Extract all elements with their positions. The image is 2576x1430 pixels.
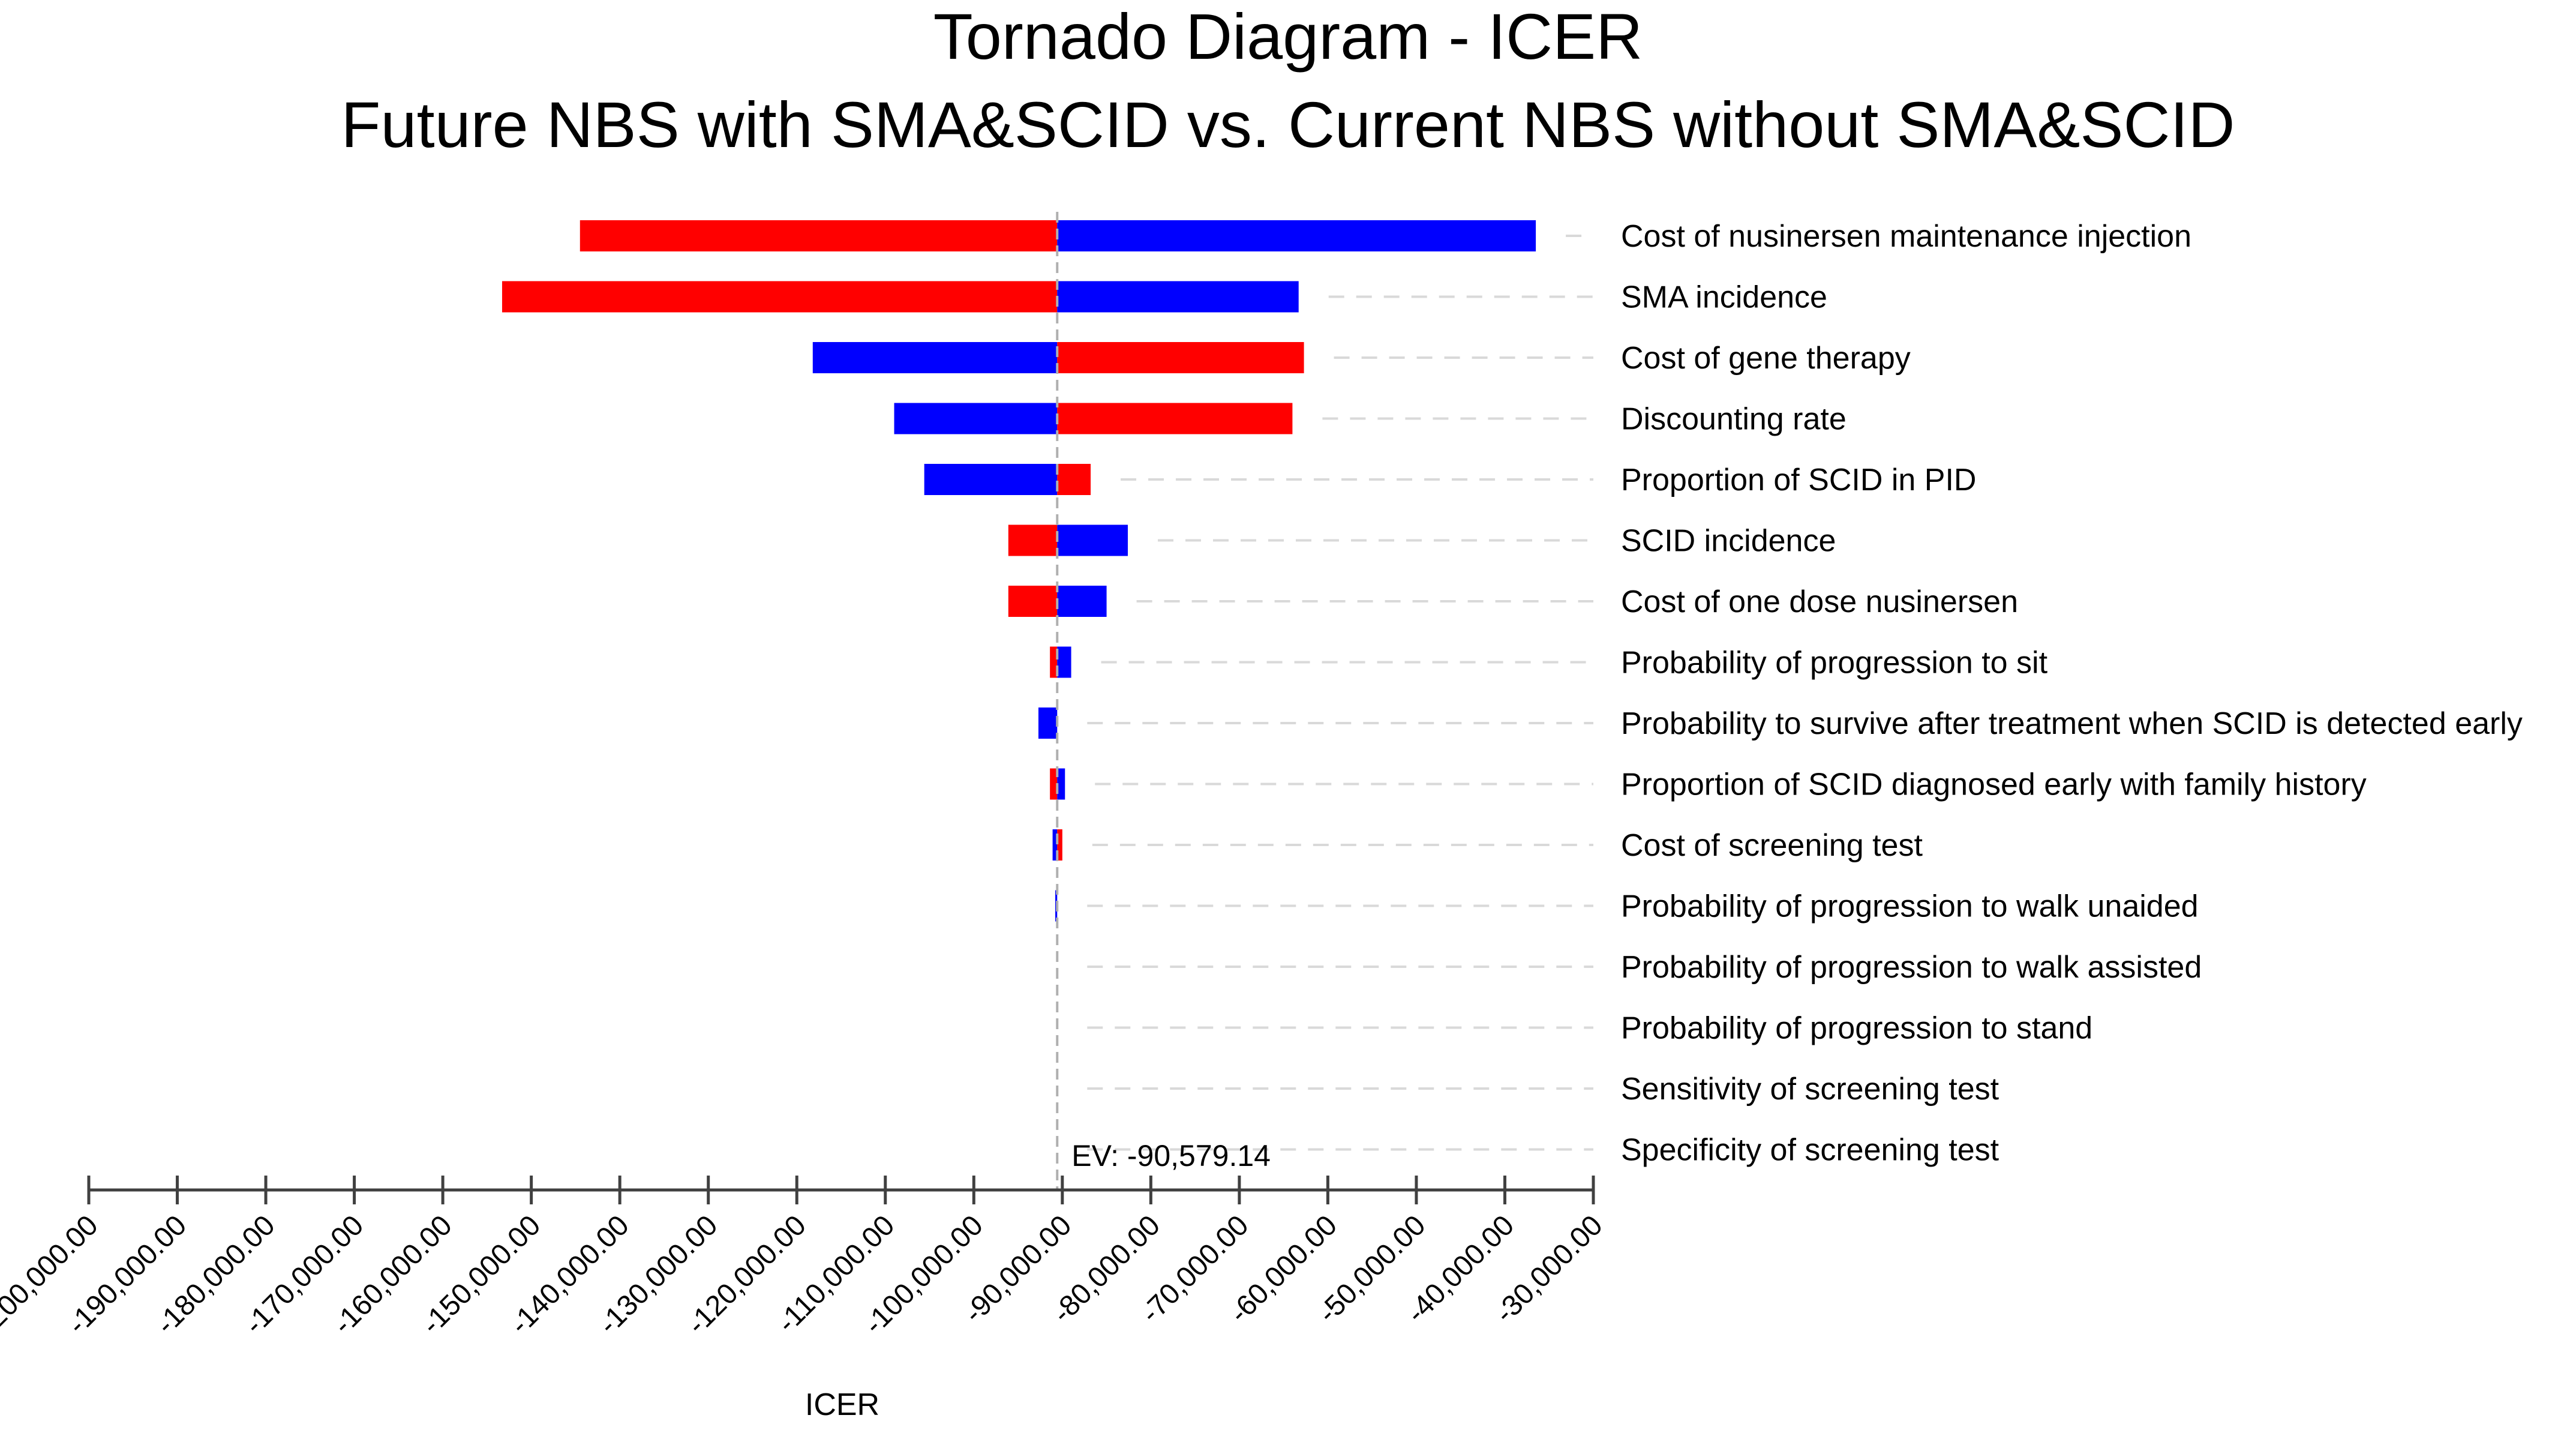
x-axis: -200,000.00-190,000.00-180,000.00-170,00…	[0, 1176, 1609, 1341]
variable-label-6: Cost of one dose nusinersen	[1621, 584, 2018, 619]
variable-label-5: SCID incidence	[1621, 524, 1836, 559]
bar-left-0	[580, 220, 1058, 251]
variable-label-11: Probability of progression to walk unaid…	[1621, 889, 2199, 924]
chart-subtitle: Future NBS with SMA&SCID vs. Current NBS…	[341, 88, 2235, 161]
variable-labels: Cost of nusinersen maintenance injection…	[1621, 219, 2523, 1168]
variable-label-7: Probability of progression to sit	[1621, 646, 2048, 680]
variable-label-15: Specificity of screening test	[1621, 1133, 1999, 1168]
bar-left-7	[1050, 646, 1058, 678]
variable-label-8: Probability to survive after treatment w…	[1621, 706, 2523, 741]
bar-left-4	[924, 464, 1058, 495]
x-axis-label: ICER	[805, 1387, 879, 1422]
bars	[502, 220, 1536, 922]
bar-left-3	[894, 403, 1058, 434]
ev-label: EV: -90,579.14	[1071, 1139, 1271, 1173]
variable-label-4: Proportion of SCID in PID	[1621, 463, 1976, 497]
variable-label-0: Cost of nusinersen maintenance injection	[1621, 219, 2191, 254]
chart-title: Tornado Diagram - ICER	[933, 0, 1643, 73]
guide-lines	[1087, 235, 1593, 1151]
bar-left-1	[502, 281, 1058, 313]
bar-left-10	[1052, 829, 1058, 861]
bar-right-3	[1057, 403, 1293, 434]
variable-label-14: Sensitivity of screening test	[1621, 1072, 1999, 1107]
bar-right-4	[1057, 464, 1091, 495]
variable-label-13: Probability of progression to stand	[1621, 1011, 2092, 1046]
bar-left-5	[1008, 524, 1058, 556]
bar-left-9	[1050, 768, 1058, 800]
bar-right-6	[1057, 586, 1107, 617]
bar-right-10	[1057, 829, 1062, 861]
bar-right-5	[1057, 524, 1128, 556]
bar-left-8	[1038, 707, 1058, 739]
variable-label-10: Cost of screening test	[1621, 828, 1923, 863]
bar-left-2	[812, 342, 1058, 373]
variable-label-9: Proportion of SCID diagnosed early with …	[1621, 768, 2367, 802]
bar-right-1	[1057, 281, 1299, 313]
variable-label-1: SMA incidence	[1621, 280, 1827, 315]
bar-right-0	[1057, 220, 1536, 251]
bar-right-2	[1057, 342, 1304, 373]
bar-left-6	[1008, 586, 1058, 617]
variable-label-3: Discounting rate	[1621, 402, 1847, 437]
bar-right-7	[1057, 646, 1071, 678]
bar-right-9	[1057, 768, 1065, 800]
ev-marker: EV: -90,579.14	[1056, 212, 1271, 1190]
variable-label-2: Cost of gene therapy	[1621, 341, 1911, 376]
variable-label-12: Probability of progression to walk assis…	[1621, 950, 2202, 985]
